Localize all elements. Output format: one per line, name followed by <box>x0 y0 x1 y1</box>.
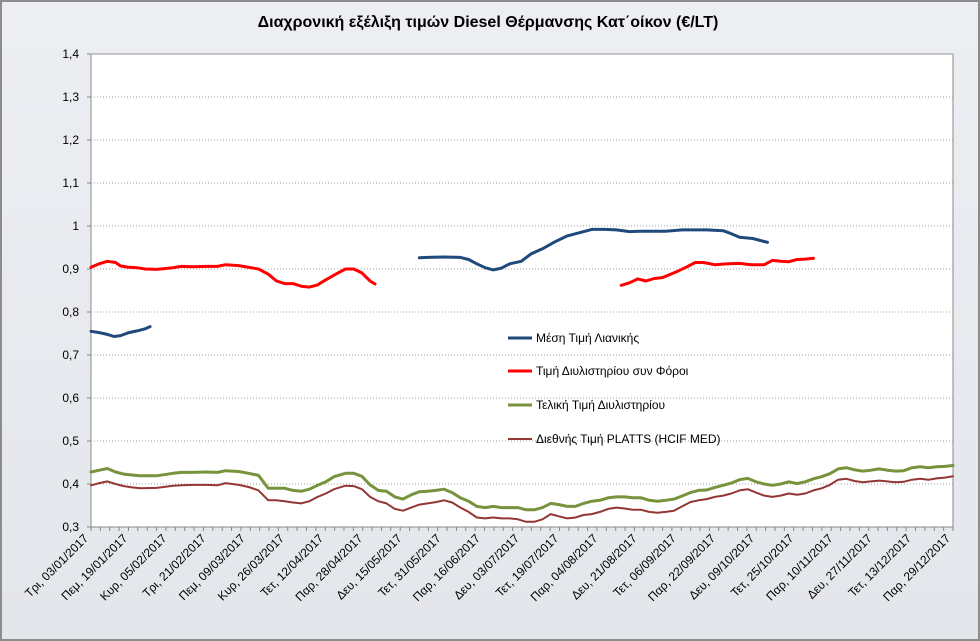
plot-area <box>90 53 954 528</box>
series-line <box>619 256 815 287</box>
x-tick-label: Κυρ, 26/03/2017 <box>215 531 287 603</box>
legend-label: Τιμή Διυλιστηρίου συν Φόροι <box>536 364 689 378</box>
y-tick-label: 1,3 <box>62 90 79 104</box>
x-tick-label: Παρ, 10/11/2017 <box>763 531 836 604</box>
legend-label: Διεθνής Τιμή PLATTS (HCIF MED) <box>536 432 721 446</box>
x-tick-label: Πεμ, 09/03/2017 <box>176 531 248 603</box>
y-tick-label: 0,8 <box>62 305 79 319</box>
chart-title: Διαχρονική εξέλιξη τιμών Diesel Θέρμανση… <box>257 14 719 31</box>
y-tick-label: 0,3 <box>62 520 79 534</box>
legend-label: Τελική Τιμή Διυλιστηρίου <box>536 398 665 412</box>
y-tick-label: 1,4 <box>62 47 79 61</box>
x-tick-label: Παρ, 29/12/2017 <box>880 531 953 604</box>
legend-label: Μέση Τιμή Λιανικής <box>536 331 639 345</box>
y-tick-label: 1,1 <box>62 176 79 190</box>
x-tick-label: Πεμ, 19/01/2017 <box>58 531 130 603</box>
x-tick-label: Παρ, 16/06/2017 <box>410 531 483 604</box>
x-tick-label: Παρ, 04/08/2017 <box>528 531 601 604</box>
y-tick-label: 0,7 <box>62 348 79 362</box>
series-line <box>417 227 769 272</box>
series-line <box>89 464 955 512</box>
y-tick-label: 0,5 <box>62 434 79 448</box>
x-tick-label: Παρ, 28/04/2017 <box>292 531 365 604</box>
series-line <box>89 325 152 338</box>
y-tick-label: 1 <box>72 219 79 233</box>
y-tick-label: 0,9 <box>62 262 79 276</box>
x-tick-label: Κυρ, 05/02/2017 <box>97 531 169 603</box>
series-line <box>89 259 377 289</box>
y-tick-label: 0,4 <box>62 477 79 491</box>
y-tick-label: 1,2 <box>62 133 79 147</box>
x-tick-label: Παρ, 22/09/2017 <box>645 531 718 604</box>
series-line <box>90 475 954 523</box>
y-tick-label: 0,6 <box>62 391 79 405</box>
